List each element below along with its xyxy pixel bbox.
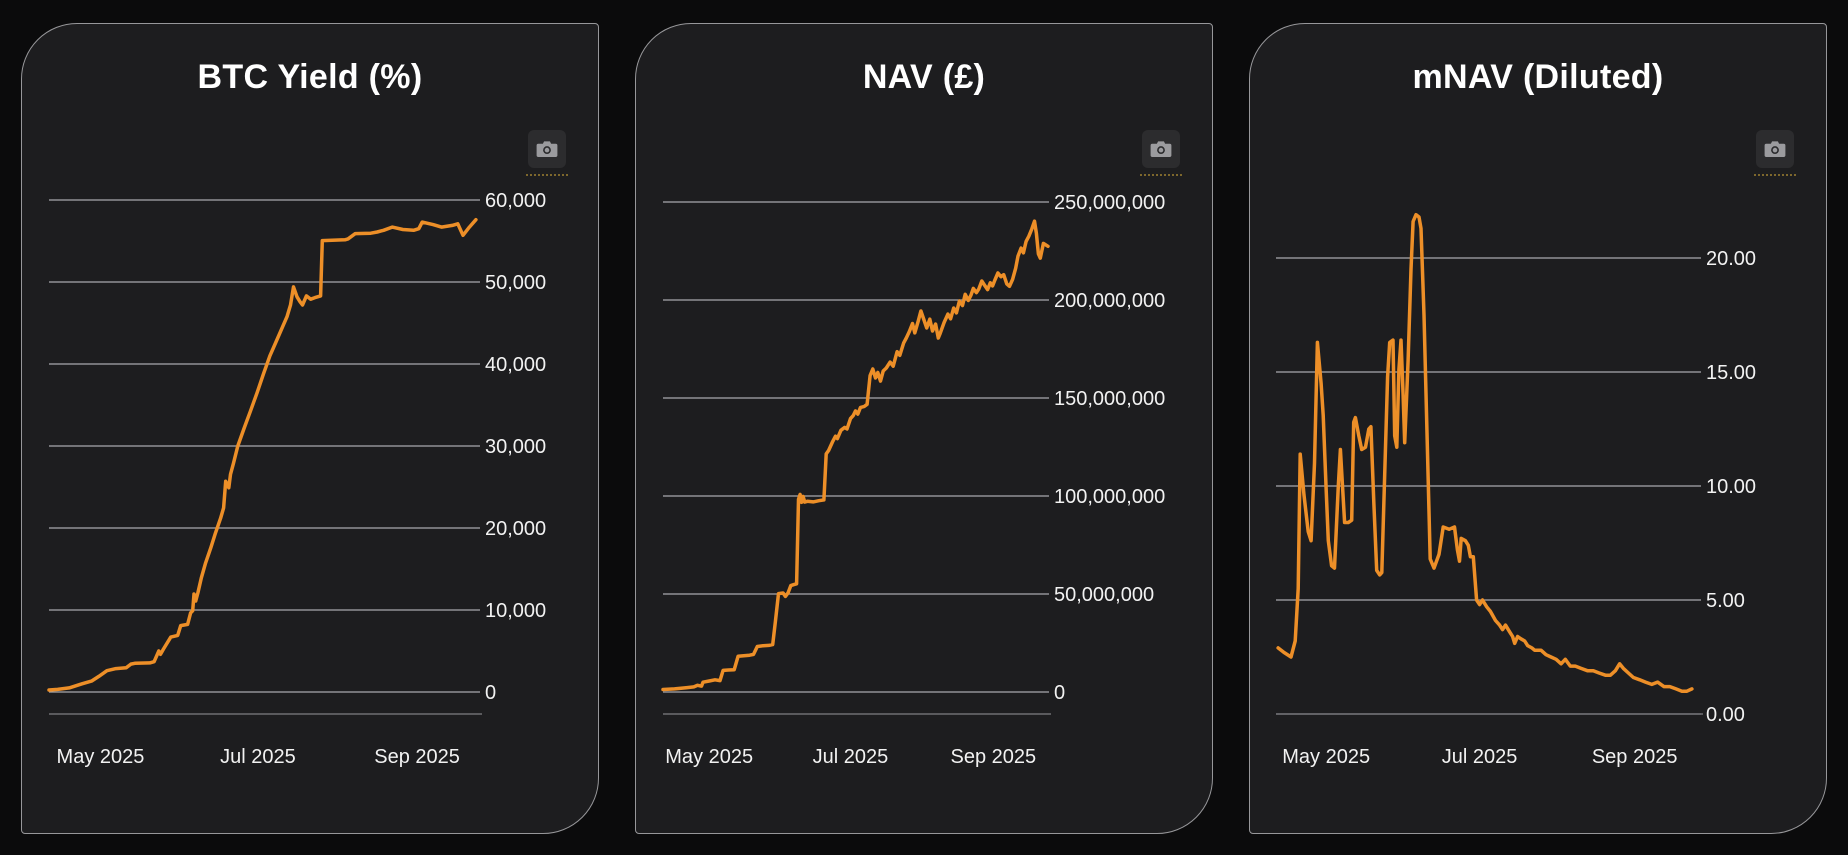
- y-tick-label: 20,000: [485, 518, 546, 540]
- y-tick-label: 0.00: [1706, 704, 1745, 726]
- x-tick-label: Jul 2025: [813, 746, 889, 768]
- y-tick-label: 50,000: [485, 272, 546, 294]
- x-tick-label: Jul 2025: [1442, 746, 1518, 768]
- chart-title: mNAV (Diluted): [1412, 58, 1664, 96]
- camera-icon: [1150, 141, 1172, 158]
- x-tick-label: May 2025: [665, 746, 753, 768]
- x-tick-label: May 2025: [57, 746, 145, 768]
- camera-icon: [1764, 141, 1786, 158]
- series-line: [47, 217, 478, 692]
- y-tick-label: 150,000,000: [1054, 388, 1165, 410]
- chart-canvas: 0 50,000,000 100,000,000 150,000,000 200,000…: [661, 192, 1165, 768]
- y-tick-label: 5.00: [1706, 590, 1745, 612]
- camera-screenshot-button[interactable]: [528, 130, 566, 168]
- camera-screenshot-button[interactable]: [1756, 130, 1794, 168]
- y-tick-label: 15.00: [1706, 362, 1756, 384]
- chart-canvas: 0.00 5.00 10.00 15.00 20.00 May 2025 Jul 2025 S…: [1276, 212, 1756, 768]
- camera-underline: [1754, 174, 1796, 176]
- y-tick-label: 250,000,000: [1054, 192, 1165, 214]
- y-tick-label: 200,000,000: [1054, 290, 1165, 312]
- y-tick-label: 30,000: [485, 436, 546, 458]
- panel-btc-yield: BTC Yield (%) 0 10,000 20,000 30,000 40,000 5…: [21, 23, 599, 834]
- camera-underline: [1140, 174, 1182, 176]
- chart-canvas: 0 10,000 20,000 30,000 40,000 50,000 60,000 May…: [47, 190, 546, 768]
- series-line: [1276, 212, 1694, 693]
- y-tick-label: 60,000: [485, 190, 546, 212]
- camera-screenshot-button[interactable]: [1142, 130, 1180, 168]
- y-tick-label: 10.00: [1706, 476, 1756, 498]
- x-tick-label: May 2025: [1282, 746, 1370, 768]
- y-tick-label: 50,000,000: [1054, 584, 1154, 606]
- chart-title: NAV (£): [862, 58, 986, 96]
- y-tick-label: 10,000: [485, 600, 546, 622]
- camera-underline: [526, 174, 568, 176]
- chart-title: BTC Yield (%): [197, 58, 423, 96]
- y-tick-label: 0: [1054, 682, 1065, 704]
- y-tick-label: 40,000: [485, 354, 546, 376]
- series-line: [661, 219, 1050, 692]
- x-tick-label: Sep 2025: [951, 746, 1037, 768]
- y-tick-label: 0: [485, 682, 496, 704]
- panel-mnav-diluted: mNAV (Diluted) 0.00 5.00 10.00 15.00 20.00 Ma…: [1249, 23, 1827, 834]
- x-tick-label: Sep 2025: [374, 746, 460, 768]
- camera-icon: [536, 141, 558, 158]
- y-tick-label: 20.00: [1706, 248, 1756, 270]
- x-tick-label: Jul 2025: [220, 746, 296, 768]
- panel-nav-gbp: NAV (£) 0 50,000,000 100,000,000 150,000,00…: [635, 23, 1213, 834]
- x-tick-label: Sep 2025: [1592, 746, 1678, 768]
- y-tick-label: 100,000,000: [1054, 486, 1165, 508]
